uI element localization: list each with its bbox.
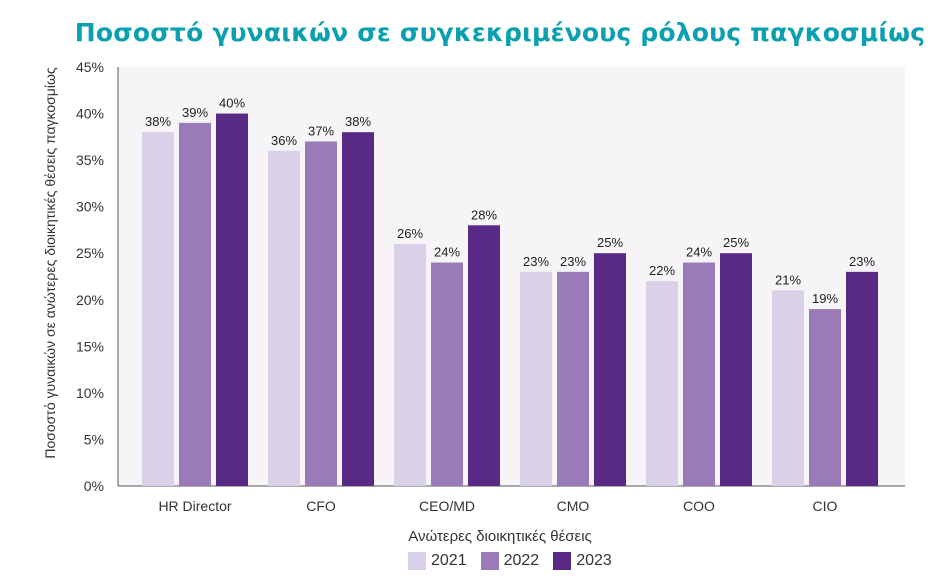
bar: [683, 262, 715, 486]
bar: [557, 271, 589, 486]
x-tick-label: CEO/MD: [419, 498, 475, 514]
y-tick-label: 45%: [76, 59, 104, 75]
y-tick-label: 40%: [76, 106, 104, 122]
bar: [305, 141, 337, 486]
data-label: 36%: [271, 133, 297, 148]
bar: [431, 262, 463, 486]
bar: [772, 290, 804, 486]
data-label: 24%: [686, 245, 712, 260]
bar: [646, 281, 678, 486]
data-label: 38%: [145, 114, 171, 129]
x-axis-label: Ανώτερες διοικητικές θέσεις: [408, 528, 592, 545]
bar: [268, 150, 300, 487]
legend-label: 2022: [503, 552, 540, 569]
bar: [394, 243, 426, 486]
x-tick-label: CMO: [557, 498, 590, 514]
bar: [594, 253, 626, 486]
data-label: 39%: [182, 105, 208, 120]
bar: [179, 122, 211, 486]
bar: [720, 253, 752, 486]
data-label: 37%: [308, 123, 334, 138]
y-tick-label: 25%: [76, 245, 104, 261]
legend: 2021 2022 2023: [408, 552, 612, 570]
x-tick-label: HR Director: [158, 498, 231, 514]
legend-label: 2023: [576, 552, 612, 569]
bar: [809, 309, 841, 486]
y-tick-label: 30%: [76, 199, 104, 215]
bar: [520, 271, 552, 486]
data-label: 28%: [471, 207, 497, 222]
data-label: 23%: [523, 254, 549, 269]
y-tick-label: 0%: [84, 478, 104, 494]
x-tick-label: CFO: [306, 498, 336, 514]
data-label: 24%: [434, 245, 460, 260]
data-label: 22%: [649, 263, 675, 278]
y-tick-label: 20%: [76, 292, 104, 308]
legend-swatch: [408, 552, 426, 570]
bar: [468, 225, 500, 487]
bar: [342, 132, 374, 486]
legend-swatch: [480, 552, 499, 570]
data-label: 23%: [560, 254, 586, 269]
x-tick-label: COO: [683, 498, 715, 514]
data-label: 25%: [723, 235, 749, 250]
legend-swatch: [553, 552, 572, 570]
bar: [846, 271, 878, 486]
data-label: 40%: [219, 96, 245, 111]
y-tick-label: 35%: [76, 152, 104, 168]
data-label: 38%: [345, 114, 371, 129]
y-tick-label: 5%: [84, 431, 104, 447]
y-tick-label: 15%: [76, 338, 104, 354]
data-label: 19%: [812, 291, 838, 306]
bar: [142, 132, 174, 486]
y-tick-label: 10%: [76, 385, 104, 401]
data-label: 23%: [849, 254, 875, 269]
data-label: 21%: [775, 272, 801, 287]
legend-item: 2021: [408, 552, 467, 570]
data-label: 26%: [397, 226, 423, 241]
x-tick-label: CIO: [813, 498, 838, 514]
bar: [216, 113, 248, 487]
legend-item: 2022: [480, 552, 540, 570]
legend-label: 2021: [431, 552, 467, 569]
data-label: 25%: [597, 235, 623, 250]
legend-item: 2023: [553, 552, 612, 570]
chart-title: Ποσοστό γυναικών σε συγκεκριμένους ρόλου…: [74, 18, 926, 47]
